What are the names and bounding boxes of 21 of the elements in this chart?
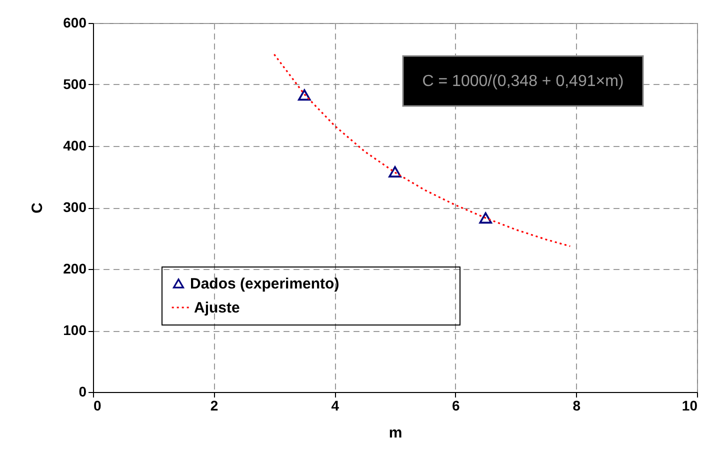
- x-tick-label: 6: [452, 398, 460, 414]
- y-tick-label: 300: [63, 199, 87, 215]
- x-axis-title: m: [388, 424, 402, 442]
- y-tick-label: 500: [63, 76, 87, 92]
- legend-label: Ajuste: [194, 300, 240, 316]
- y-tick-label: 400: [63, 138, 87, 154]
- y-tick-label: 100: [63, 322, 87, 338]
- y-axis-title: C: [29, 202, 46, 214]
- x-tick-label: 10: [682, 398, 698, 414]
- legend-label: Dados (experimento): [190, 276, 340, 292]
- y-tick-label: 200: [63, 260, 87, 276]
- x-tick-label: 8: [572, 398, 581, 414]
- point: [298, 89, 311, 101]
- x-tick-label: 0: [94, 398, 102, 414]
- y-tick-label: 0: [78, 384, 87, 400]
- annotation: C = 1000/(0,348 + 0,491×m): [422, 73, 624, 90]
- point: [388, 166, 402, 178]
- x-tick-label: 4: [331, 398, 340, 414]
- y-tick-label: 600: [63, 14, 87, 30]
- point: [479, 212, 492, 224]
- x-tick-label: 2: [210, 398, 218, 414]
